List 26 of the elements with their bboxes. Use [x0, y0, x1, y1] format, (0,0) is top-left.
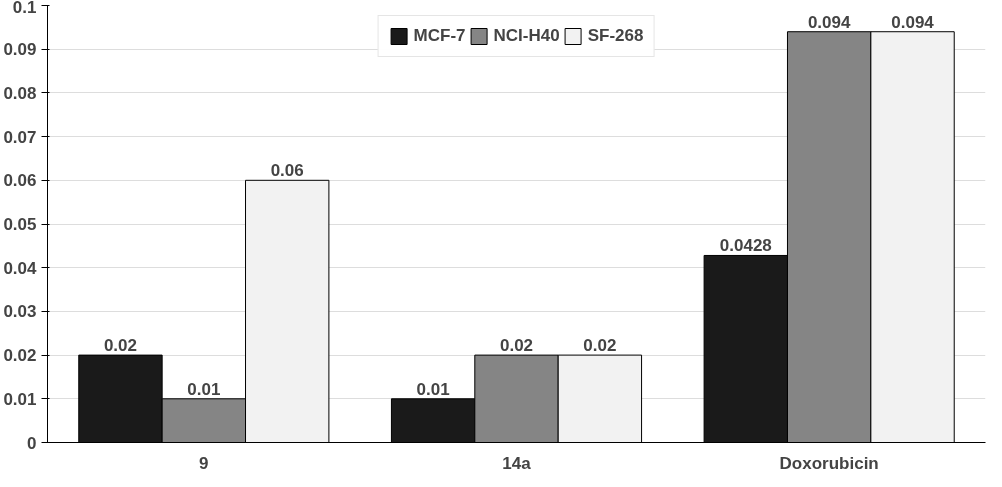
data-label: 0.0428 [719, 236, 772, 256]
data-label: 0.01 [187, 379, 221, 399]
legend-label: NCI-H40 [493, 26, 560, 46]
legend-label: SF-268 [587, 26, 644, 46]
y-tick-label: 0.04 [3, 258, 38, 278]
x-tick-label: Doxorubicin [779, 453, 879, 473]
y-tick-label: 0.07 [3, 127, 37, 147]
x-tick-label: 9 [199, 453, 209, 473]
data-label: 0.01 [416, 379, 450, 399]
y-tick-label: 0.06 [3, 171, 37, 191]
data-label: 0.02 [499, 336, 534, 356]
y-tick-label: 0.03 [3, 302, 37, 322]
x-tick-label: 14a [502, 453, 532, 473]
y-tick-label: 0.1 [12, 0, 37, 17]
y-tick-label: 0 [27, 433, 37, 453]
data-label: 0.02 [583, 336, 617, 356]
legend-label: MCF-7 [413, 26, 466, 46]
y-tick-label: 0.01 [3, 389, 37, 409]
y-tick-label: 0.09 [3, 40, 37, 60]
y-tick-label: 0.02 [3, 346, 37, 366]
y-tick-label: 0.05 [3, 215, 37, 234]
data-label: 0.094 [891, 12, 935, 32]
y-tick-label: 0.08 [3, 83, 37, 103]
data-label: 0.094 [807, 12, 851, 32]
data-label: 0.02 [103, 336, 138, 356]
data-label: 0.06 [270, 161, 304, 181]
